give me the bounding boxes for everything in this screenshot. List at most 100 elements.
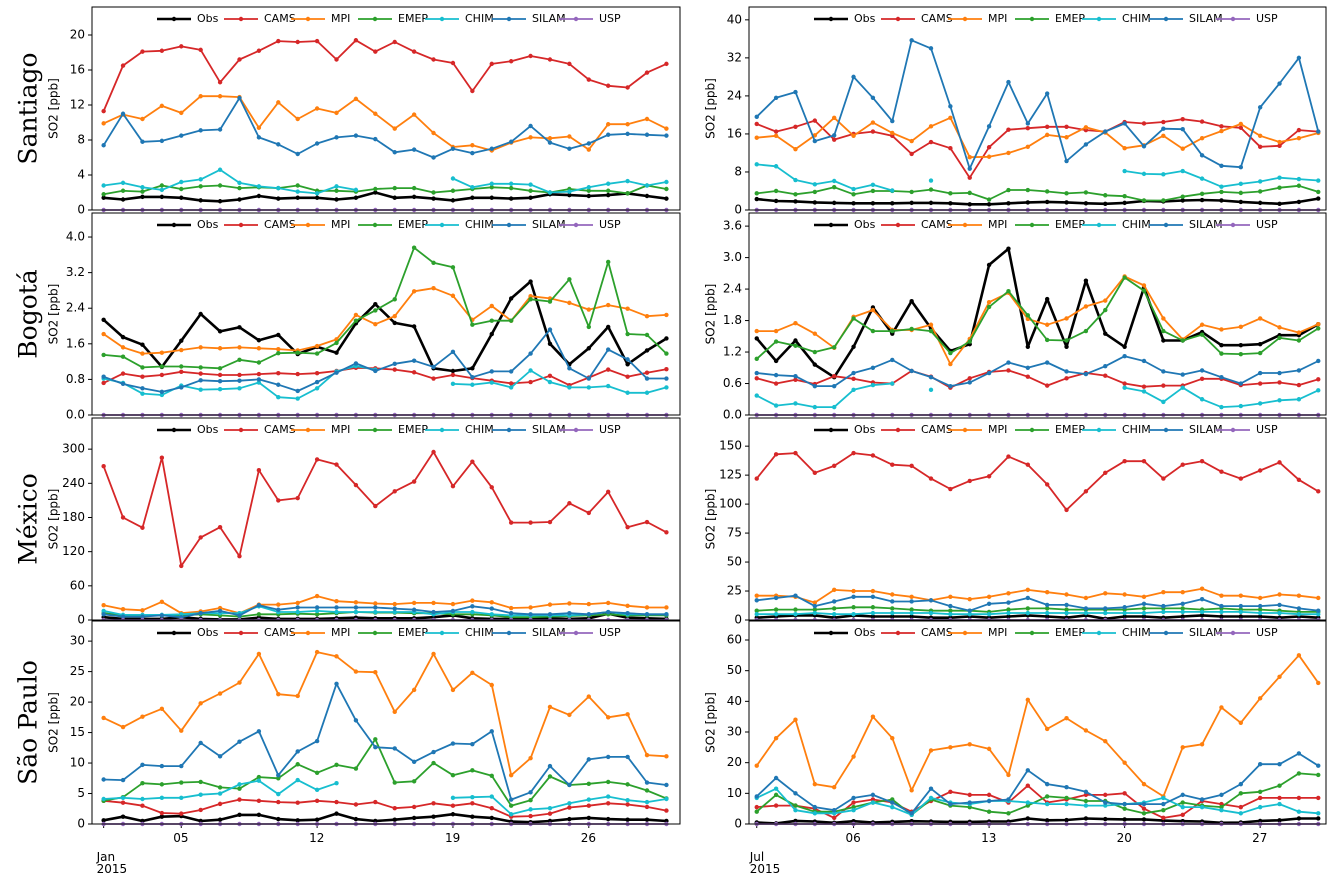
legend-marker (895, 630, 901, 636)
y-tick-label: 120 (62, 544, 85, 558)
data-point (276, 607, 281, 612)
data-point (431, 196, 436, 201)
data-point (256, 651, 262, 657)
data-point (159, 187, 165, 193)
data-point (334, 184, 339, 189)
data-point (586, 781, 591, 786)
legend-label: CAMS (264, 218, 296, 231)
data-point (373, 503, 378, 509)
data-point (625, 782, 630, 787)
data-point (256, 125, 262, 130)
data-point (1316, 358, 1321, 364)
data-point (948, 350, 953, 356)
data-point (470, 374, 475, 380)
data-point (1257, 789, 1263, 795)
legend-marker (439, 222, 445, 228)
y-tick-label: 0.8 (66, 372, 85, 386)
data-point (392, 780, 397, 785)
data-point (1122, 614, 1127, 619)
data-point (605, 188, 611, 193)
data-point (967, 380, 972, 385)
data-point (773, 595, 779, 601)
data-point (909, 138, 914, 144)
data-point (295, 762, 300, 767)
data-point (276, 816, 281, 822)
data-point (392, 314, 397, 319)
data-point (314, 593, 320, 599)
data-point (334, 811, 339, 816)
legend-marker (1230, 16, 1236, 22)
data-point (831, 463, 837, 469)
data-point (276, 196, 281, 201)
data-point (1006, 288, 1011, 294)
data-point (1219, 404, 1224, 410)
data-point (605, 489, 611, 495)
data-point (528, 279, 533, 284)
data-point (256, 360, 262, 365)
data-point (276, 799, 281, 805)
data-point (773, 607, 779, 612)
data-point (754, 162, 759, 167)
data-point (773, 188, 779, 194)
data-point (140, 818, 145, 824)
data-point (1277, 592, 1282, 597)
data-point (1044, 189, 1050, 194)
data-point (179, 186, 184, 192)
y-tick-label: 4.0 (66, 230, 85, 244)
data-point (909, 298, 914, 304)
data-point (528, 368, 533, 373)
series (101, 681, 669, 802)
legend-label: CHIM (1122, 423, 1151, 436)
data-point (334, 654, 339, 659)
data-point (1064, 124, 1069, 130)
data-point (217, 754, 223, 759)
data-point (1277, 139, 1282, 145)
data-point (831, 815, 837, 821)
legend-label: CAMS (921, 626, 953, 639)
data-point (528, 798, 533, 803)
data-point (1025, 610, 1031, 616)
data-point (392, 297, 397, 302)
data-point (101, 715, 106, 721)
data-point (120, 371, 126, 376)
series-line (756, 587, 1319, 604)
data-point (140, 189, 145, 194)
data-point (1044, 199, 1050, 205)
data-point (1122, 354, 1127, 359)
data-point (948, 145, 953, 151)
data-point (986, 202, 992, 207)
data-point (373, 308, 378, 313)
data-point (1277, 185, 1282, 190)
data-point (1161, 133, 1166, 139)
data-point (664, 530, 669, 535)
x-tick-label: 06 (845, 831, 861, 845)
data-point (159, 389, 165, 395)
data-point (159, 599, 165, 604)
data-point (567, 805, 572, 810)
data-point (198, 345, 203, 350)
data-point (237, 197, 242, 202)
data-point (644, 183, 650, 188)
data-point (198, 818, 203, 824)
data-point (295, 195, 300, 200)
y-tick-label: 0.6 (723, 376, 742, 390)
data-point (373, 605, 378, 610)
data-point (1161, 609, 1166, 615)
data-point (812, 804, 818, 810)
data-point (198, 128, 203, 133)
data-point (986, 197, 992, 202)
data-point (217, 372, 223, 378)
data-point (1044, 322, 1050, 327)
data-point (928, 610, 934, 616)
data-point (120, 515, 126, 520)
data-point (508, 185, 514, 191)
data-point (276, 350, 281, 356)
data-point (928, 795, 934, 801)
data-point (851, 754, 856, 759)
y-tick-label: 20 (727, 755, 742, 769)
data-point (605, 324, 611, 330)
data-point (644, 817, 650, 822)
data-point (508, 59, 514, 64)
data-point (373, 186, 378, 192)
data-point (1296, 136, 1302, 141)
